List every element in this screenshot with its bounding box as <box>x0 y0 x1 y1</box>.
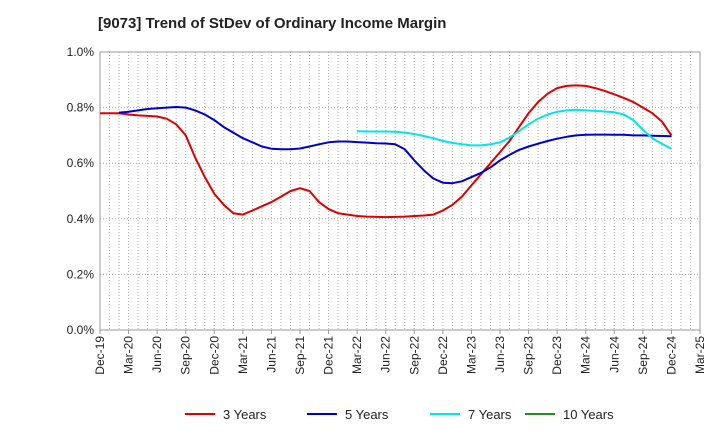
legend-label: 10 Years <box>563 407 614 422</box>
x-tick-label: Sep-22 <box>407 336 421 375</box>
x-tick-label: Mar-21 <box>236 336 250 374</box>
legend-label: 3 Years <box>223 407 267 422</box>
x-grid <box>109 52 691 330</box>
y-tick-label: 0.6% <box>67 156 95 170</box>
y-tick-label: 0.4% <box>67 212 95 226</box>
y-axis-ticks: 0.0% 0.2% 0.4% 0.6% 0.8% 1.0% <box>67 45 95 337</box>
x-tick-label: Jun-21 <box>264 336 278 373</box>
x-tick-label: Dec-23 <box>550 336 564 375</box>
x-axis-ticks: Dec-19 Mar-20 Jun-20 Sep-20 Dec-20 Mar-21 Jun-… <box>93 330 707 375</box>
plot-area <box>100 52 700 330</box>
x-tick-label: Dec-21 <box>322 336 336 375</box>
x-tick-label: Sep-20 <box>179 336 193 375</box>
x-tick-label: Mar-23 <box>464 336 478 374</box>
x-tick-label: Dec-20 <box>207 336 221 375</box>
legend-label: 5 Years <box>345 407 389 422</box>
x-tick-label: Jun-20 <box>150 336 164 373</box>
x-tick-label: Dec-19 <box>93 336 107 375</box>
x-tick-label: Jun-22 <box>379 336 393 373</box>
chart-title: [9073] Trend of StDev of Ordinary Income… <box>98 15 446 32</box>
series-line-3-years <box>100 84 673 219</box>
x-tick-label: Dec-22 <box>436 336 450 375</box>
series-lines <box>100 84 673 219</box>
y-tick-label: 1.0% <box>67 45 95 59</box>
y-tick-label: 0.0% <box>67 323 95 337</box>
x-tick-label: Jun-23 <box>493 336 507 373</box>
y-tick-label: 0.8% <box>67 101 95 115</box>
x-tick-label: Sep-21 <box>293 336 307 375</box>
series-line-7-years <box>357 108 672 150</box>
x-tick-label: Mar-25 <box>693 336 707 374</box>
x-tick-label: Sep-24 <box>636 336 650 375</box>
legend: 3 Years 5 Years 7 Years 10 Years <box>185 407 614 422</box>
series-line-5-years <box>118 106 672 185</box>
legend-label: 7 Years <box>468 407 512 422</box>
x-tick-label: Mar-20 <box>122 336 136 374</box>
plot-frame <box>99 51 701 331</box>
x-tick-label: Jun-24 <box>607 336 621 373</box>
x-tick-label: Dec-24 <box>664 336 678 375</box>
y-tick-label: 0.2% <box>67 267 95 281</box>
x-tick-label: Mar-22 <box>350 336 364 374</box>
x-tick-label: Mar-24 <box>579 336 593 374</box>
x-tick-label: Sep-23 <box>522 336 536 375</box>
y-grid <box>100 107 700 275</box>
